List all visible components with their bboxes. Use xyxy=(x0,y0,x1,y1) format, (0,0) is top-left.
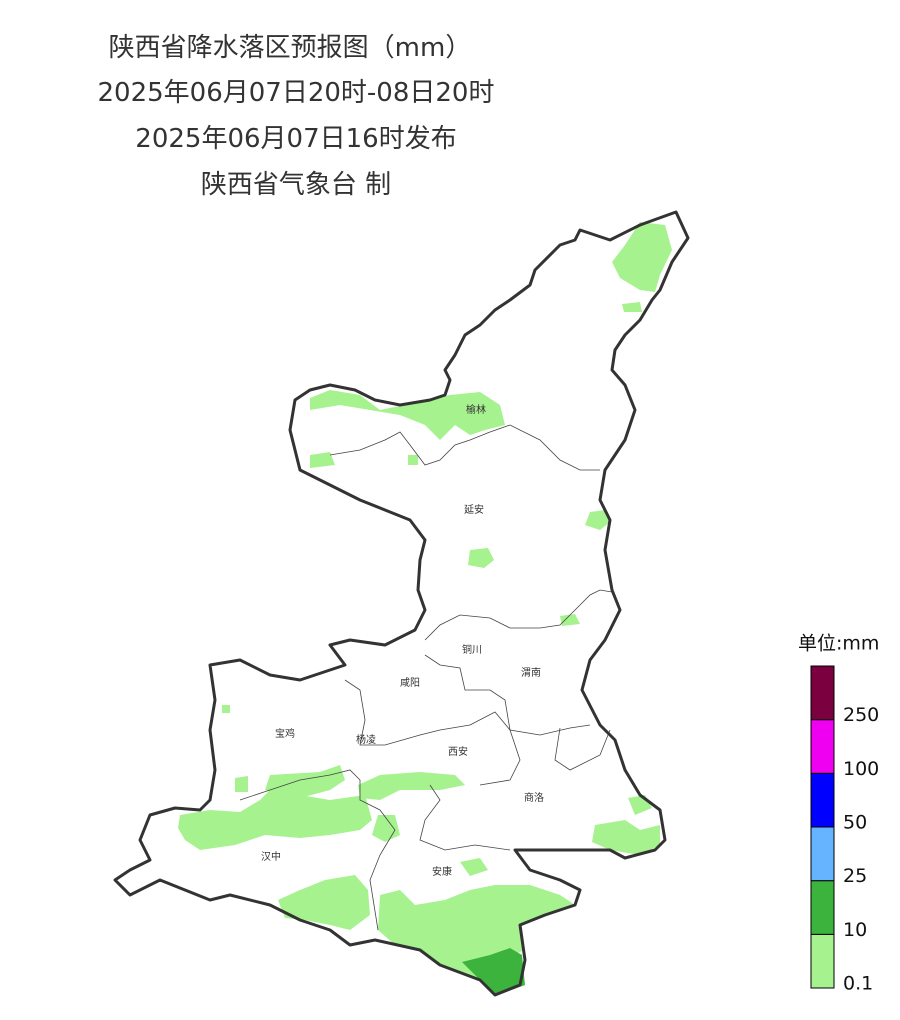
district-boundaries xyxy=(239,424,613,931)
legend-label: 100 xyxy=(843,758,879,780)
legend-swatch xyxy=(810,772,835,828)
legend-label: 25 xyxy=(843,865,867,887)
city-label: 汉中 xyxy=(261,850,281,863)
period: 2025年06月07日20时-08日20时 xyxy=(98,78,495,108)
legend-swatch xyxy=(810,719,835,774)
city-label: 商洛 xyxy=(524,791,544,804)
issued: 2025年06月07日16时发布 xyxy=(135,124,456,154)
legend-swatch xyxy=(810,933,835,989)
legend-swatch xyxy=(810,880,835,935)
legend-swatch xyxy=(810,665,835,721)
city-label: 安康 xyxy=(432,865,452,878)
legend-swatch xyxy=(810,826,835,882)
city-label: 宝鸡 xyxy=(275,727,295,740)
city-label: 渭南 xyxy=(521,666,541,679)
issuer: 陕西省气象台 制 xyxy=(201,170,391,200)
city-label: 杨凌 xyxy=(356,733,376,746)
legend-label: 10 xyxy=(843,919,867,941)
city-label: 榆林 xyxy=(466,403,486,416)
legend-label: 250 xyxy=(843,704,879,726)
city-label: 咸阳 xyxy=(400,677,420,689)
city-label: 延安 xyxy=(464,503,484,516)
city-label: 西安 xyxy=(448,745,468,758)
province-outline xyxy=(113,210,690,997)
title: 陕西省降水落区预报图（mm） xyxy=(109,33,472,63)
legend-label: 0.1 xyxy=(843,973,873,995)
legend-unit: 单位:mm xyxy=(798,633,879,655)
legend-label: 50 xyxy=(843,812,867,834)
rain-areas xyxy=(178,222,672,996)
city-label: 铜川 xyxy=(462,644,482,656)
